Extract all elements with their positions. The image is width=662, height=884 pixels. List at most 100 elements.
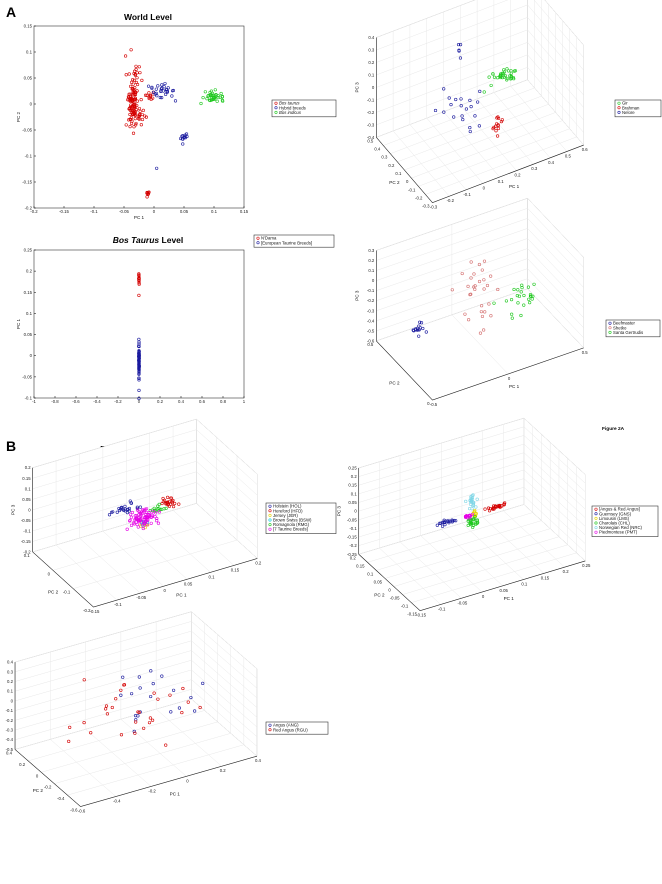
y-axis-label: PC 2 <box>16 111 21 122</box>
legend-label: [European Taurine Breeds] <box>261 240 312 245</box>
data-point <box>134 714 138 718</box>
x-tick-label: 0 <box>186 778 189 783</box>
data-point <box>160 95 164 100</box>
data-point <box>447 96 451 100</box>
z-tick-label: -0.5 <box>6 747 14 752</box>
data-point <box>134 718 138 722</box>
data-point <box>148 716 152 720</box>
data-point <box>494 505 498 509</box>
x-tick-label: 0.5 <box>565 153 572 158</box>
y-grid-line <box>411 552 577 603</box>
data-point <box>122 508 126 512</box>
legend-marker <box>256 241 260 245</box>
data-point <box>504 299 509 303</box>
x-grid-line <box>50 739 117 797</box>
data-point <box>150 515 154 519</box>
data-point <box>492 75 497 79</box>
x-grid-line <box>523 504 586 562</box>
x-tick-label: -0.05 <box>457 600 467 605</box>
legend-marker <box>617 110 621 114</box>
data-point <box>482 328 486 332</box>
legend-label: N'Dama <box>261 236 277 241</box>
data-point <box>476 520 480 525</box>
data-point <box>161 89 165 93</box>
y-grid-line <box>376 288 528 342</box>
data-point <box>489 83 493 88</box>
data-point <box>519 290 523 294</box>
x-tick-label: 0.15 <box>240 209 249 214</box>
data-point <box>129 501 133 505</box>
data-point <box>483 507 487 511</box>
x-tick-label: 0 <box>153 209 156 214</box>
data-point <box>182 136 186 140</box>
data-point <box>468 507 472 511</box>
data-point <box>522 303 526 307</box>
y-tick-label: -0.1 <box>63 590 71 595</box>
x-tick-label: 0.05 <box>499 588 508 593</box>
data-point <box>475 497 479 501</box>
data-point <box>468 518 472 522</box>
data-point <box>467 318 471 322</box>
legend-label: Holstein (HOL) <box>273 504 302 509</box>
data-point <box>135 505 139 509</box>
data-point <box>144 93 148 97</box>
data-point <box>496 116 501 120</box>
data-point <box>135 103 139 108</box>
z-tick-label: 0.05 <box>348 500 357 505</box>
data-point <box>135 89 139 93</box>
legend-marker <box>608 326 612 330</box>
y-tick-label: 0.15 <box>24 290 33 295</box>
y-tick-label: -0.4 <box>57 796 65 801</box>
y-tick-label: 0.2 <box>350 555 357 560</box>
data-point <box>152 506 156 510</box>
data-point <box>421 326 425 331</box>
y-grid-line <box>54 733 231 784</box>
z-tick-label: -0.05 <box>347 517 357 522</box>
data-point <box>128 105 133 109</box>
data-point <box>201 96 205 100</box>
chart-angus: Angus-Red Angus Level0.40.30.20.10-0.1-0… <box>6 611 329 814</box>
data-point <box>480 304 484 308</box>
z-tick-label: 0.25 <box>348 465 357 470</box>
data-point <box>496 76 500 80</box>
data-point <box>161 496 165 501</box>
data-point <box>146 519 150 523</box>
x-tick-label: 0.1 <box>209 574 216 579</box>
data-point <box>221 99 225 103</box>
data-point <box>502 68 506 72</box>
data-point <box>155 166 159 170</box>
data-point <box>472 510 476 514</box>
data-point <box>137 388 141 392</box>
data-point <box>478 89 482 94</box>
data-point <box>460 114 464 118</box>
y-grid-line <box>402 544 568 595</box>
data-point <box>136 519 141 523</box>
legend-marker <box>268 728 272 732</box>
data-point <box>139 522 143 526</box>
z-tick-label: 0.4 <box>368 35 375 40</box>
data-point <box>139 521 143 525</box>
data-point <box>152 691 156 695</box>
data-point <box>442 110 446 114</box>
data-point <box>496 123 500 127</box>
x-tick-label: 0.4 <box>255 758 262 763</box>
data-point <box>124 123 128 127</box>
data-point <box>461 117 465 122</box>
data-point <box>449 102 453 107</box>
z-tick-label: -0.2 <box>367 298 375 303</box>
x-tick-label: -0.6 <box>72 399 80 404</box>
z-tick-label: 0 <box>372 85 375 90</box>
data-point <box>165 500 170 504</box>
z-tick-label: -0.1 <box>23 528 31 533</box>
data-point <box>127 118 131 122</box>
y-tick-label: 0.05 <box>374 579 383 584</box>
data-point <box>170 89 175 93</box>
y-tick-label: 0.1 <box>395 171 402 176</box>
y-tick-label: -0.1 <box>408 187 416 192</box>
z-tick-label: 0 <box>11 698 14 703</box>
chart-indicus: Bos Indicus Level0.40.30.20.10-0.1-0.2-0… <box>354 0 662 210</box>
data-point <box>180 710 184 715</box>
data-point <box>458 56 463 60</box>
data-point <box>128 518 132 522</box>
z-tick-label: -0.3 <box>6 728 14 733</box>
